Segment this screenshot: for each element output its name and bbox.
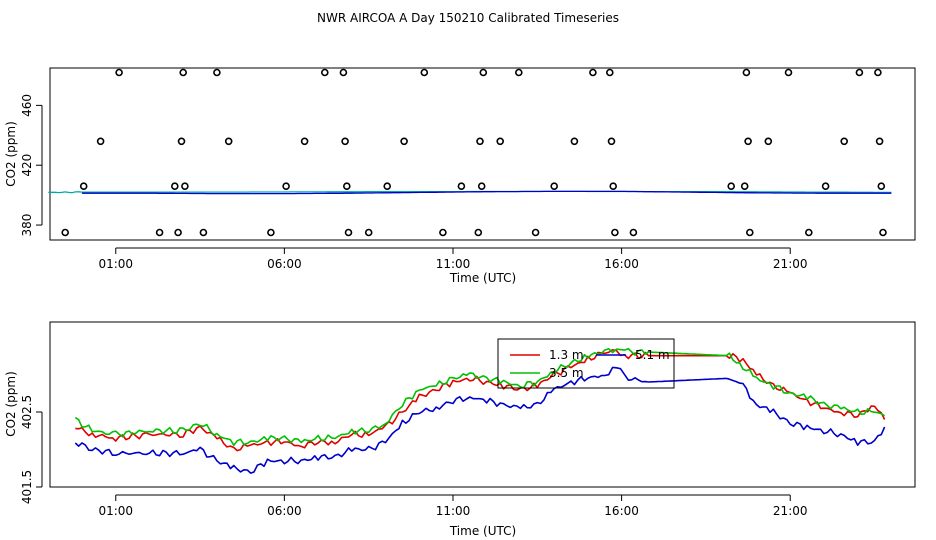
top-marker-point [496, 137, 505, 146]
top-marker-point [474, 228, 483, 237]
legend-label: 3.5 m [549, 366, 584, 380]
top-marker-point [155, 228, 164, 237]
bottom-series-lines [74, 347, 886, 474]
bottom-y-label: CO2 (ppm) [4, 371, 18, 437]
top-marker-point [804, 228, 813, 237]
bottom-plot-frame [49, 321, 916, 488]
top-y-axis: 380 420 460 [20, 94, 43, 237]
top-marker-point [224, 137, 233, 146]
top-marker-point [821, 182, 830, 190]
top-marker-point [320, 68, 329, 77]
top-marker-point [877, 182, 886, 190]
legend-box [497, 338, 675, 389]
top-marker-point [740, 182, 749, 190]
top-marker-point [764, 137, 773, 146]
bottom-x-tick-label: 16:00 [604, 504, 639, 518]
top-marker-point [179, 68, 187, 77]
bottom-x-tick-label: 21:00 [773, 504, 808, 518]
top-x-tick-label: 16:00 [604, 257, 639, 271]
bottom-y-axis: 401.5 402.5 [20, 395, 43, 504]
top-marker-point [400, 137, 408, 146]
top-marker-point [457, 182, 466, 190]
top-marker-point [609, 182, 618, 190]
top-marker-point [420, 68, 429, 77]
top-marker-point [607, 137, 616, 146]
top-marker-point [213, 68, 221, 77]
top-marker-point [300, 137, 309, 146]
legend: 1.3 m 5.1 m 3.5 m [497, 338, 675, 389]
top-marker-point [344, 228, 353, 237]
top-marker-point [439, 228, 447, 237]
top-plot-frame [49, 67, 916, 241]
top-x-tick-label: 21:00 [773, 257, 808, 271]
top-x-tick-label: 06:00 [267, 257, 302, 271]
top-marker-point [744, 137, 752, 146]
top-marker-point [531, 228, 540, 237]
top-marker-point [629, 228, 638, 237]
top-marker-point [171, 182, 179, 190]
top-x-tick-label: 01:00 [98, 257, 133, 271]
top-marker-point [181, 182, 189, 190]
top-marker-point [855, 68, 864, 77]
top-marker-point [341, 137, 349, 146]
top-marker-point [875, 137, 884, 146]
bottom-x-axis: 01:00 06:00 11:00 16:00 21:00 [98, 494, 808, 518]
top-marker-point [570, 137, 579, 146]
bottom-y-tick-label: 401.5 [20, 470, 34, 504]
figure-title: NWR AIRCOA A Day 150210 Calibrated Times… [317, 11, 619, 25]
top-marker-point [550, 182, 559, 190]
top-marker-point [342, 182, 351, 190]
top-marker-point [477, 182, 486, 190]
series-line-3-5-m [74, 347, 886, 447]
bottom-panel: 01:00 06:00 11:00 16:00 21:00 401.5 402.5 1.3… [4, 321, 916, 538]
top-marker-point [479, 68, 488, 77]
series-line-5-1-m [74, 366, 886, 474]
bottom-x-tick-label: 01:00 [98, 504, 133, 518]
bottom-y-tick-label: 402.5 [20, 395, 34, 429]
top-marker-point [784, 68, 793, 77]
top-marker-point [383, 182, 392, 190]
bottom-x-tick-label: 11:00 [436, 504, 471, 518]
top-marker-point [874, 68, 882, 77]
top-y-tick-label: 380 [20, 214, 34, 237]
top-x-tick-label: 11:00 [436, 257, 471, 271]
series-line-1-3-m [75, 349, 886, 452]
top-marker-point [476, 137, 484, 146]
top-marker-point [611, 228, 619, 237]
top-x-axis: 01:00 06:00 11:00 16:00 21:00 [98, 247, 808, 271]
top-marker-point [742, 68, 751, 77]
top-panel: 01:00 06:00 11:00 16:00 21:00 380 420 460 Time… [4, 67, 916, 285]
top-marker-point [115, 68, 123, 77]
top-marker-point [177, 137, 186, 146]
top-marker-point [364, 228, 373, 237]
top-marker-point [879, 228, 887, 237]
top-marker-point [514, 68, 523, 77]
top-markers [61, 68, 887, 237]
top-marker-point [589, 68, 597, 77]
legend-label: 5.1 m [635, 348, 670, 362]
top-marker-point [96, 137, 105, 146]
top-y-label: CO2 (ppm) [4, 121, 18, 187]
top-marker-point [840, 137, 849, 146]
top-y-tick-label: 460 [20, 94, 34, 117]
top-x-label: Time (UTC) [449, 271, 516, 285]
top-marker-point [339, 68, 348, 77]
top-y-tick-label: 420 [20, 154, 34, 177]
top-marker-point [605, 68, 614, 77]
top-marker-point [61, 228, 69, 237]
top-marker-point [174, 228, 182, 237]
top-marker-point [199, 228, 208, 237]
top-baseline-blue [82, 190, 892, 195]
top-marker-point [79, 182, 88, 190]
bottom-x-tick-label: 06:00 [267, 504, 302, 518]
legend-label: 1.3 m [549, 348, 584, 362]
top-marker-point [282, 182, 290, 190]
top-marker-point [727, 182, 736, 190]
top-marker-point [267, 228, 275, 237]
top-marker-point [745, 228, 754, 237]
bottom-x-label: Time (UTC) [449, 524, 516, 538]
top-baseline-lines [48, 190, 892, 195]
